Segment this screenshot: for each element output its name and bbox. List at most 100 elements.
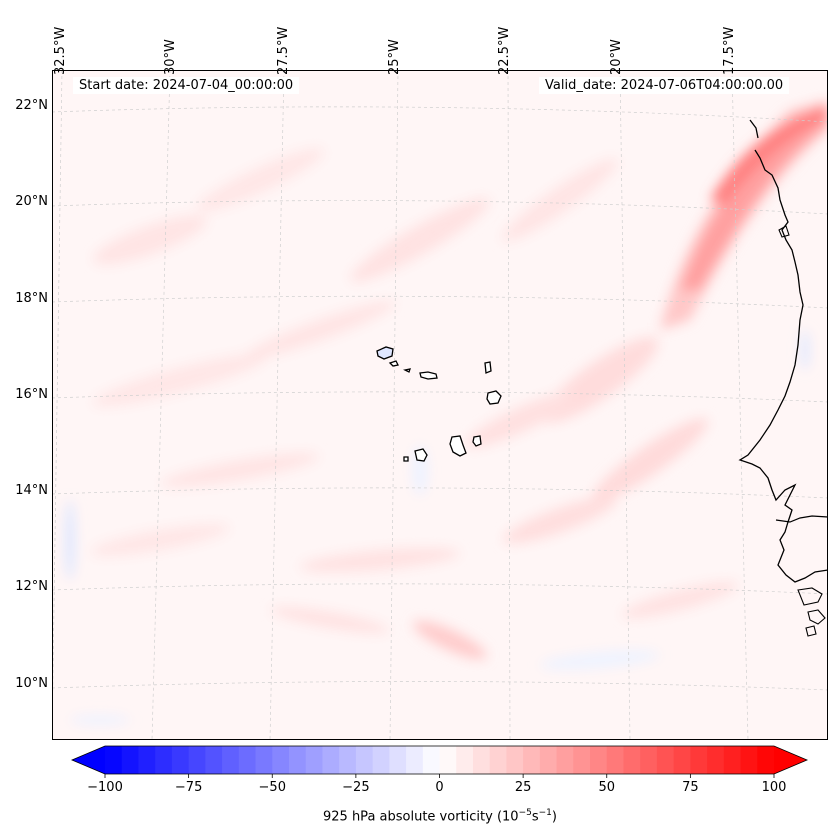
island-maio [472,435,482,447]
colorbar-title: 925 hPa absolute vorticity (10−5s−1) [52,808,828,824]
colorbar-bin [590,746,608,774]
colorbar-bin [288,746,307,774]
start-date-label: Start date: 2024-07-04_00:00:00 [73,77,300,94]
colorbar-bin [389,746,407,774]
colorbar-bin [121,746,140,774]
gambia-river-border [775,515,828,523]
colorbar-bin [372,746,390,774]
colorbar-bin [723,746,742,774]
colorbar-bin [573,746,591,774]
island-santiago [449,435,467,457]
colorbar-low-extend [72,746,105,774]
colorbar-title-exp2: −1 [538,808,552,818]
colorbar-tick-label: 25 [514,780,532,795]
colorbar-bin [656,746,675,774]
lat-label-20n: 20°N [15,194,48,209]
lat-label-22n: 22°N [15,98,48,113]
lat-label-12n: 12°N [15,579,48,594]
lon-label-22-5w: 22.5°W [497,26,512,75]
colorbar-bin [673,746,691,774]
map-area [52,70,828,740]
lon-label-30w: 30°W [163,39,178,75]
colorbar-bin [322,746,340,774]
colorbar-high-extend [774,746,807,774]
coast-island [778,225,790,238]
island-sal [484,361,492,374]
colorbar-bin [272,746,290,774]
lat-label-14n: 14°N [15,483,48,498]
colorbar-bins [105,746,775,774]
colorbar-bin [422,746,441,774]
island-santo-antao [376,346,394,360]
colorbar-bin [305,746,324,774]
lon-label-27-5w: 27.5°W [276,26,291,75]
colorbar-title-prefix: 925 hPa absolute vorticity (10 [323,809,519,825]
cabo-verde-islands [376,346,502,462]
colorbar-tick-label: −100 [87,780,123,795]
colorbar-bin [556,746,574,774]
vorticity-coastal-band [660,100,828,330]
colorbar-bin [640,746,658,774]
colorbar-bin [188,746,206,774]
valid-date-label: Valid_date: 2024-07-06T04:00:00.00 [539,77,790,94]
colorbar-bin [222,746,240,774]
colorbar-bin [539,746,558,774]
lat-label-10n: 10°N [15,676,48,691]
lon-label-17-5w: 17.5°W [722,26,737,75]
colorbar-ticks [104,774,775,778]
bissagos-island-1 [797,587,823,606]
bissagos-island-3 [805,625,817,637]
colorbar-bin [456,746,474,774]
colorbar-tick-label: 100 [761,780,787,795]
map-frame [52,70,828,740]
colorbar-title-mid: s [531,809,539,825]
colorbar-tick-label: −50 [258,780,286,795]
colorbar-bin [205,746,223,774]
island-sao-vicente [388,360,399,367]
island-sao-nicolau [419,371,438,380]
colorbar-bin [757,746,775,774]
colorbar-bin [406,746,424,774]
coastline-north-segment [749,119,759,139]
island-santa-luzia [403,368,411,373]
colorbar-bin [138,746,156,774]
colorbar-title-suffix: ) [551,809,557,825]
lat-label-16n: 16°N [15,387,48,402]
colorbar-bin [623,746,641,774]
colorbar-bin [606,746,625,774]
lon-label-32-5w: 32.5°W [53,26,68,75]
colorbar-bin [339,746,357,774]
colorbar-tick-label: −25 [342,780,370,795]
lon-label-25w: 25°W [387,39,402,75]
colorbar-bin [740,746,758,774]
colorbar-tick-label: 50 [598,780,616,795]
colorbar-bin [355,746,374,774]
colorbar-bin [523,746,541,774]
vorticity-weak-patches [65,148,809,725]
colorbar-bin [707,746,725,774]
colorbar-bin [506,746,524,774]
colorbar-bin [489,746,508,774]
colorbar-tick-label: −75 [174,780,203,795]
colorbar-bin [105,746,123,774]
colorbar-title-exp1: −5 [518,808,532,818]
island-brava [403,456,409,462]
colorbar [70,745,809,778]
colorbar-bin [155,746,173,774]
africa-coastline [738,149,828,583]
island-fogo [414,448,428,462]
colorbar-bin [472,746,491,774]
colorbar-bin [238,746,257,774]
colorbar-tick-label: 0 [435,780,444,795]
colorbar-bin [439,746,457,774]
lat-label-18n: 18°N [15,291,48,306]
lon-label-20w: 20°W [609,39,624,75]
graticule [52,70,828,740]
bissagos-island-2 [807,609,826,625]
island-boa-vista [486,390,502,405]
colorbar-bin [690,746,708,774]
colorbar-bin [255,746,273,774]
colorbar-bin [171,746,190,774]
colorbar-tick-label: 75 [682,780,699,795]
